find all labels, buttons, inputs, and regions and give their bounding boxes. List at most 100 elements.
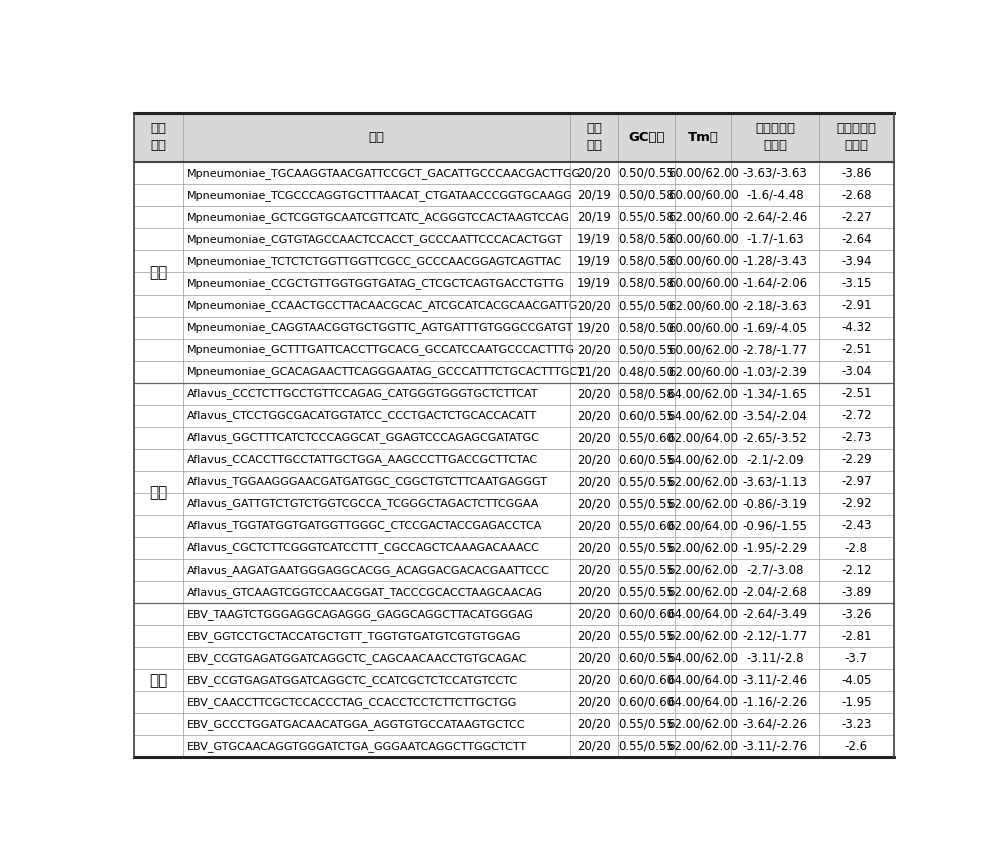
Bar xyxy=(183,515,570,537)
Text: 60.00/60.00: 60.00/60.00 xyxy=(668,255,738,268)
Bar xyxy=(183,735,570,758)
Text: -2.43: -2.43 xyxy=(841,519,872,532)
Bar xyxy=(570,603,618,625)
Bar xyxy=(675,207,731,228)
Bar xyxy=(819,470,894,493)
Bar xyxy=(134,273,183,295)
Text: -2.72: -2.72 xyxy=(841,410,872,423)
Text: -1.6/-4.48: -1.6/-4.48 xyxy=(746,189,804,201)
Bar xyxy=(819,449,894,470)
Bar xyxy=(819,273,894,295)
Text: -2.6: -2.6 xyxy=(845,740,868,753)
Bar xyxy=(618,625,675,647)
Bar xyxy=(731,603,819,625)
Bar xyxy=(570,383,618,405)
Bar xyxy=(819,427,894,449)
Text: 60.00/60.00: 60.00/60.00 xyxy=(668,321,738,334)
Bar xyxy=(134,295,183,316)
Bar xyxy=(675,228,731,250)
Bar xyxy=(675,449,731,470)
Bar xyxy=(675,339,731,361)
Bar xyxy=(570,316,618,339)
Bar xyxy=(570,273,618,295)
Bar xyxy=(819,603,894,625)
Bar xyxy=(134,361,183,383)
Bar xyxy=(731,559,819,581)
Text: 62.00/60.00: 62.00/60.00 xyxy=(668,211,739,224)
Text: 64.00/64.00: 64.00/64.00 xyxy=(668,674,739,686)
Text: Mpneumoniae_GCTCGGTGCAATCGTTCATC_ACGGGTCCACTAAGTCCAG: Mpneumoniae_GCTCGGTGCAATCGTTCATC_ACGGGTC… xyxy=(187,212,570,223)
Bar xyxy=(570,647,618,669)
Bar xyxy=(570,162,618,184)
Text: 0.55/0.60: 0.55/0.60 xyxy=(619,431,674,444)
Text: 病毒: 病毒 xyxy=(149,673,168,688)
Text: -2.1/-2.09: -2.1/-2.09 xyxy=(746,453,804,466)
Bar xyxy=(675,427,731,449)
Bar xyxy=(819,537,894,559)
Text: 0.58/0.58: 0.58/0.58 xyxy=(619,277,674,290)
Text: -2.97: -2.97 xyxy=(841,476,872,488)
Bar xyxy=(675,625,731,647)
Bar xyxy=(731,493,819,515)
Text: 20/20: 20/20 xyxy=(577,564,611,577)
Bar xyxy=(731,470,819,493)
Bar xyxy=(819,228,894,250)
Bar xyxy=(731,735,819,758)
Text: 0.58/0.50: 0.58/0.50 xyxy=(619,321,674,334)
Text: Aflavus_GTCAAGTCGGTCCAACGGAT_TACCCGCACCTAAGCAACAG: Aflavus_GTCAAGTCGGTCCAACGGAT_TACCCGCACCT… xyxy=(187,587,543,597)
Text: -2.68: -2.68 xyxy=(841,189,872,201)
Bar xyxy=(134,162,183,184)
Bar xyxy=(618,207,675,228)
Bar xyxy=(183,647,570,669)
Text: 0.50/0.55: 0.50/0.55 xyxy=(619,343,674,357)
Bar xyxy=(618,713,675,735)
Text: 20/20: 20/20 xyxy=(577,387,611,400)
Text: -3.89: -3.89 xyxy=(841,585,872,598)
Bar xyxy=(819,625,894,647)
Bar xyxy=(731,625,819,647)
Bar xyxy=(675,162,731,184)
Text: Aflavus_CCACCTTGCCTATTGCTGGA_AAGCCCTTGACCGCTTCTAC: Aflavus_CCACCTTGCCTATTGCTGGA_AAGCCCTTGAC… xyxy=(187,454,539,465)
Text: Aflavus_AAGATGAATGGGAGGCACGG_ACAGGACGACACGAATTCCC: Aflavus_AAGATGAATGGGAGGCACGG_ACAGGACGACA… xyxy=(187,565,550,576)
Bar xyxy=(183,581,570,603)
Text: -2.12: -2.12 xyxy=(841,564,872,577)
Bar xyxy=(134,339,183,361)
Bar xyxy=(819,647,894,669)
Text: 62.00/60.00: 62.00/60.00 xyxy=(668,365,739,378)
Text: -1.95/-2.29: -1.95/-2.29 xyxy=(743,542,808,554)
Text: 0.60/0.60: 0.60/0.60 xyxy=(618,696,674,709)
Text: Aflavus_CGCTCTTCGGGTCATCCTTT_CGCCAGCTCAAAGACAAACC: Aflavus_CGCTCTTCGGGTCATCCTTT_CGCCAGCTCAA… xyxy=(187,542,540,554)
Bar xyxy=(183,184,570,207)
Text: -2.81: -2.81 xyxy=(841,630,872,643)
Bar xyxy=(183,113,570,162)
Bar xyxy=(675,559,731,581)
Bar xyxy=(731,669,819,692)
Bar xyxy=(183,493,570,515)
Bar xyxy=(134,493,183,515)
Text: 0.55/0.60: 0.55/0.60 xyxy=(619,519,674,532)
Bar xyxy=(570,184,618,207)
Text: 62.00/62.00: 62.00/62.00 xyxy=(668,585,739,598)
Bar xyxy=(819,493,894,515)
Text: 0.55/0.55: 0.55/0.55 xyxy=(619,476,674,488)
Bar xyxy=(675,603,731,625)
Bar xyxy=(134,316,183,339)
Bar xyxy=(618,250,675,273)
Text: -4.05: -4.05 xyxy=(841,674,872,686)
Text: 0.55/0.55: 0.55/0.55 xyxy=(619,718,674,731)
Text: 21/20: 21/20 xyxy=(577,365,611,378)
Bar xyxy=(183,427,570,449)
Bar xyxy=(731,113,819,162)
Text: 20/20: 20/20 xyxy=(577,585,611,598)
Bar xyxy=(134,449,183,470)
Bar xyxy=(183,470,570,493)
Text: 0.55/0.55: 0.55/0.55 xyxy=(619,630,674,643)
Bar xyxy=(134,470,183,493)
Text: EBV_GCCCTGGATGACAACATGGA_AGGTGTGCCATAAGTGCTCC: EBV_GCCCTGGATGACAACATGGA_AGGTGTGCCATAAGT… xyxy=(187,719,526,730)
Bar xyxy=(618,515,675,537)
Text: 0.55/0.50: 0.55/0.50 xyxy=(619,299,674,312)
Text: 0.58/0.58: 0.58/0.58 xyxy=(619,255,674,268)
Bar xyxy=(134,537,183,559)
Bar xyxy=(675,692,731,713)
Text: 真菌: 真菌 xyxy=(149,485,168,500)
